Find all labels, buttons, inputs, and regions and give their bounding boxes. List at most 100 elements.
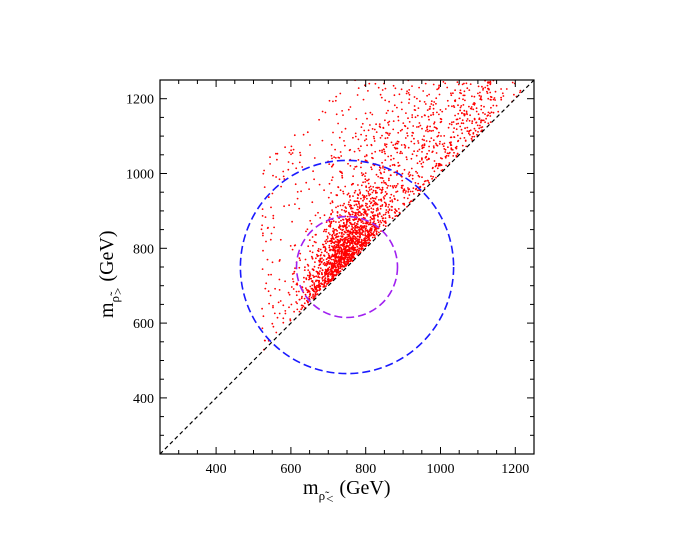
- scatter-point: [386, 187, 389, 189]
- scatter-point: [397, 131, 400, 134]
- scatter-point: [374, 226, 377, 229]
- scatter-point: [347, 162, 349, 165]
- scatter-point: [440, 120, 443, 123]
- scatter-point: [424, 156, 427, 159]
- scatter-point: [446, 99, 449, 102]
- scatter-point: [319, 263, 322, 266]
- scatter-point: [348, 241, 350, 243]
- scatter-point: [511, 81, 514, 84]
- scatter-point: [356, 94, 359, 96]
- scatter-point: [301, 166, 304, 168]
- scatter-point: [448, 151, 451, 154]
- scatter-point: [275, 152, 277, 155]
- scatter-point: [452, 92, 454, 95]
- scatter-point: [399, 129, 402, 132]
- scatter-point: [323, 261, 326, 264]
- scatter-point: [358, 233, 361, 236]
- scatter-point: [358, 229, 361, 232]
- scatter-point: [360, 145, 362, 148]
- scatter-point: [339, 246, 342, 249]
- scatter-point: [407, 187, 409, 189]
- scatter-point: [343, 250, 346, 253]
- scatter-point: [311, 289, 314, 292]
- scatter-point: [313, 157, 316, 159]
- scatter-point: [329, 233, 331, 236]
- scatter-point: [409, 190, 412, 193]
- scatter-point: [343, 225, 345, 228]
- scatter-point: [421, 165, 424, 168]
- scatter-point: [438, 131, 440, 134]
- scatter-point: [344, 249, 347, 252]
- scatter-point: [468, 130, 470, 133]
- scatter-point: [436, 111, 438, 114]
- scatter-point: [354, 243, 357, 245]
- scatter-point: [416, 97, 418, 100]
- scatter-point: [276, 158, 278, 161]
- scatter-point: [299, 259, 301, 262]
- scatter-point: [448, 123, 451, 125]
- scatter-point: [377, 221, 380, 224]
- scatter-point: [414, 109, 417, 111]
- scatter-point: [331, 209, 333, 212]
- scatter-point: [337, 260, 340, 262]
- scatter-point: [339, 151, 342, 153]
- scatter-point: [319, 270, 321, 272]
- scatter-point: [372, 197, 375, 200]
- scatter-point: [366, 230, 369, 233]
- scatter-point: [382, 148, 385, 151]
- scatter-point: [433, 101, 436, 103]
- scatter-point: [369, 124, 371, 126]
- scatter-point: [332, 131, 334, 134]
- scatter-point: [338, 241, 341, 243]
- scatter-point: [284, 312, 287, 315]
- scatter-point: [294, 267, 296, 270]
- scatter-point: [425, 140, 428, 142]
- scatter-point: [357, 159, 360, 161]
- scatter-point: [453, 151, 455, 154]
- scatter-point: [389, 200, 392, 203]
- scatter-point: [428, 129, 431, 132]
- scatter-point: [361, 174, 364, 177]
- scatter-point: [372, 186, 375, 188]
- scatter-point: [289, 318, 292, 320]
- scatter-point: [358, 238, 361, 241]
- scatter-point: [459, 137, 462, 140]
- scatter-point: [408, 93, 411, 96]
- scatter-point: [450, 136, 453, 139]
- scatter-point: [385, 211, 387, 214]
- scatter-point: [330, 255, 333, 258]
- scatter-point: [337, 246, 340, 249]
- scatter-point: [295, 294, 298, 297]
- scatter-point: [327, 275, 330, 278]
- scatter-point: [392, 120, 395, 122]
- scatter-point: [485, 117, 487, 120]
- scatter-point: [432, 111, 435, 114]
- scatter-point: [327, 253, 330, 255]
- scatter-point: [435, 97, 438, 100]
- scatter-point: [408, 102, 410, 104]
- scatter-point: [301, 306, 304, 309]
- scatter-point: [306, 291, 309, 294]
- scatter-point: [450, 123, 453, 126]
- scatter-point: [360, 212, 363, 215]
- scatter-point: [375, 131, 378, 134]
- scatter-point: [418, 160, 421, 163]
- scatter-point: [319, 254, 322, 257]
- scatter-point: [279, 300, 282, 302]
- scatter-point: [462, 104, 465, 106]
- scatter-point: [309, 250, 311, 253]
- scatter-point: [375, 173, 378, 176]
- scatter-point: [299, 252, 302, 255]
- scatter-point: [345, 218, 347, 220]
- scatter-point: [346, 236, 349, 238]
- scatter-point: [406, 197, 409, 200]
- scatter-point: [314, 261, 316, 263]
- scatter-point: [326, 237, 329, 239]
- scatter-point: [314, 295, 317, 297]
- scatter-point: [344, 144, 346, 147]
- scatter-point: [298, 161, 301, 164]
- scatter-point: [272, 325, 275, 328]
- scatter-point: [312, 244, 314, 247]
- scatter-point: [337, 255, 340, 258]
- scatter-point: [347, 237, 350, 240]
